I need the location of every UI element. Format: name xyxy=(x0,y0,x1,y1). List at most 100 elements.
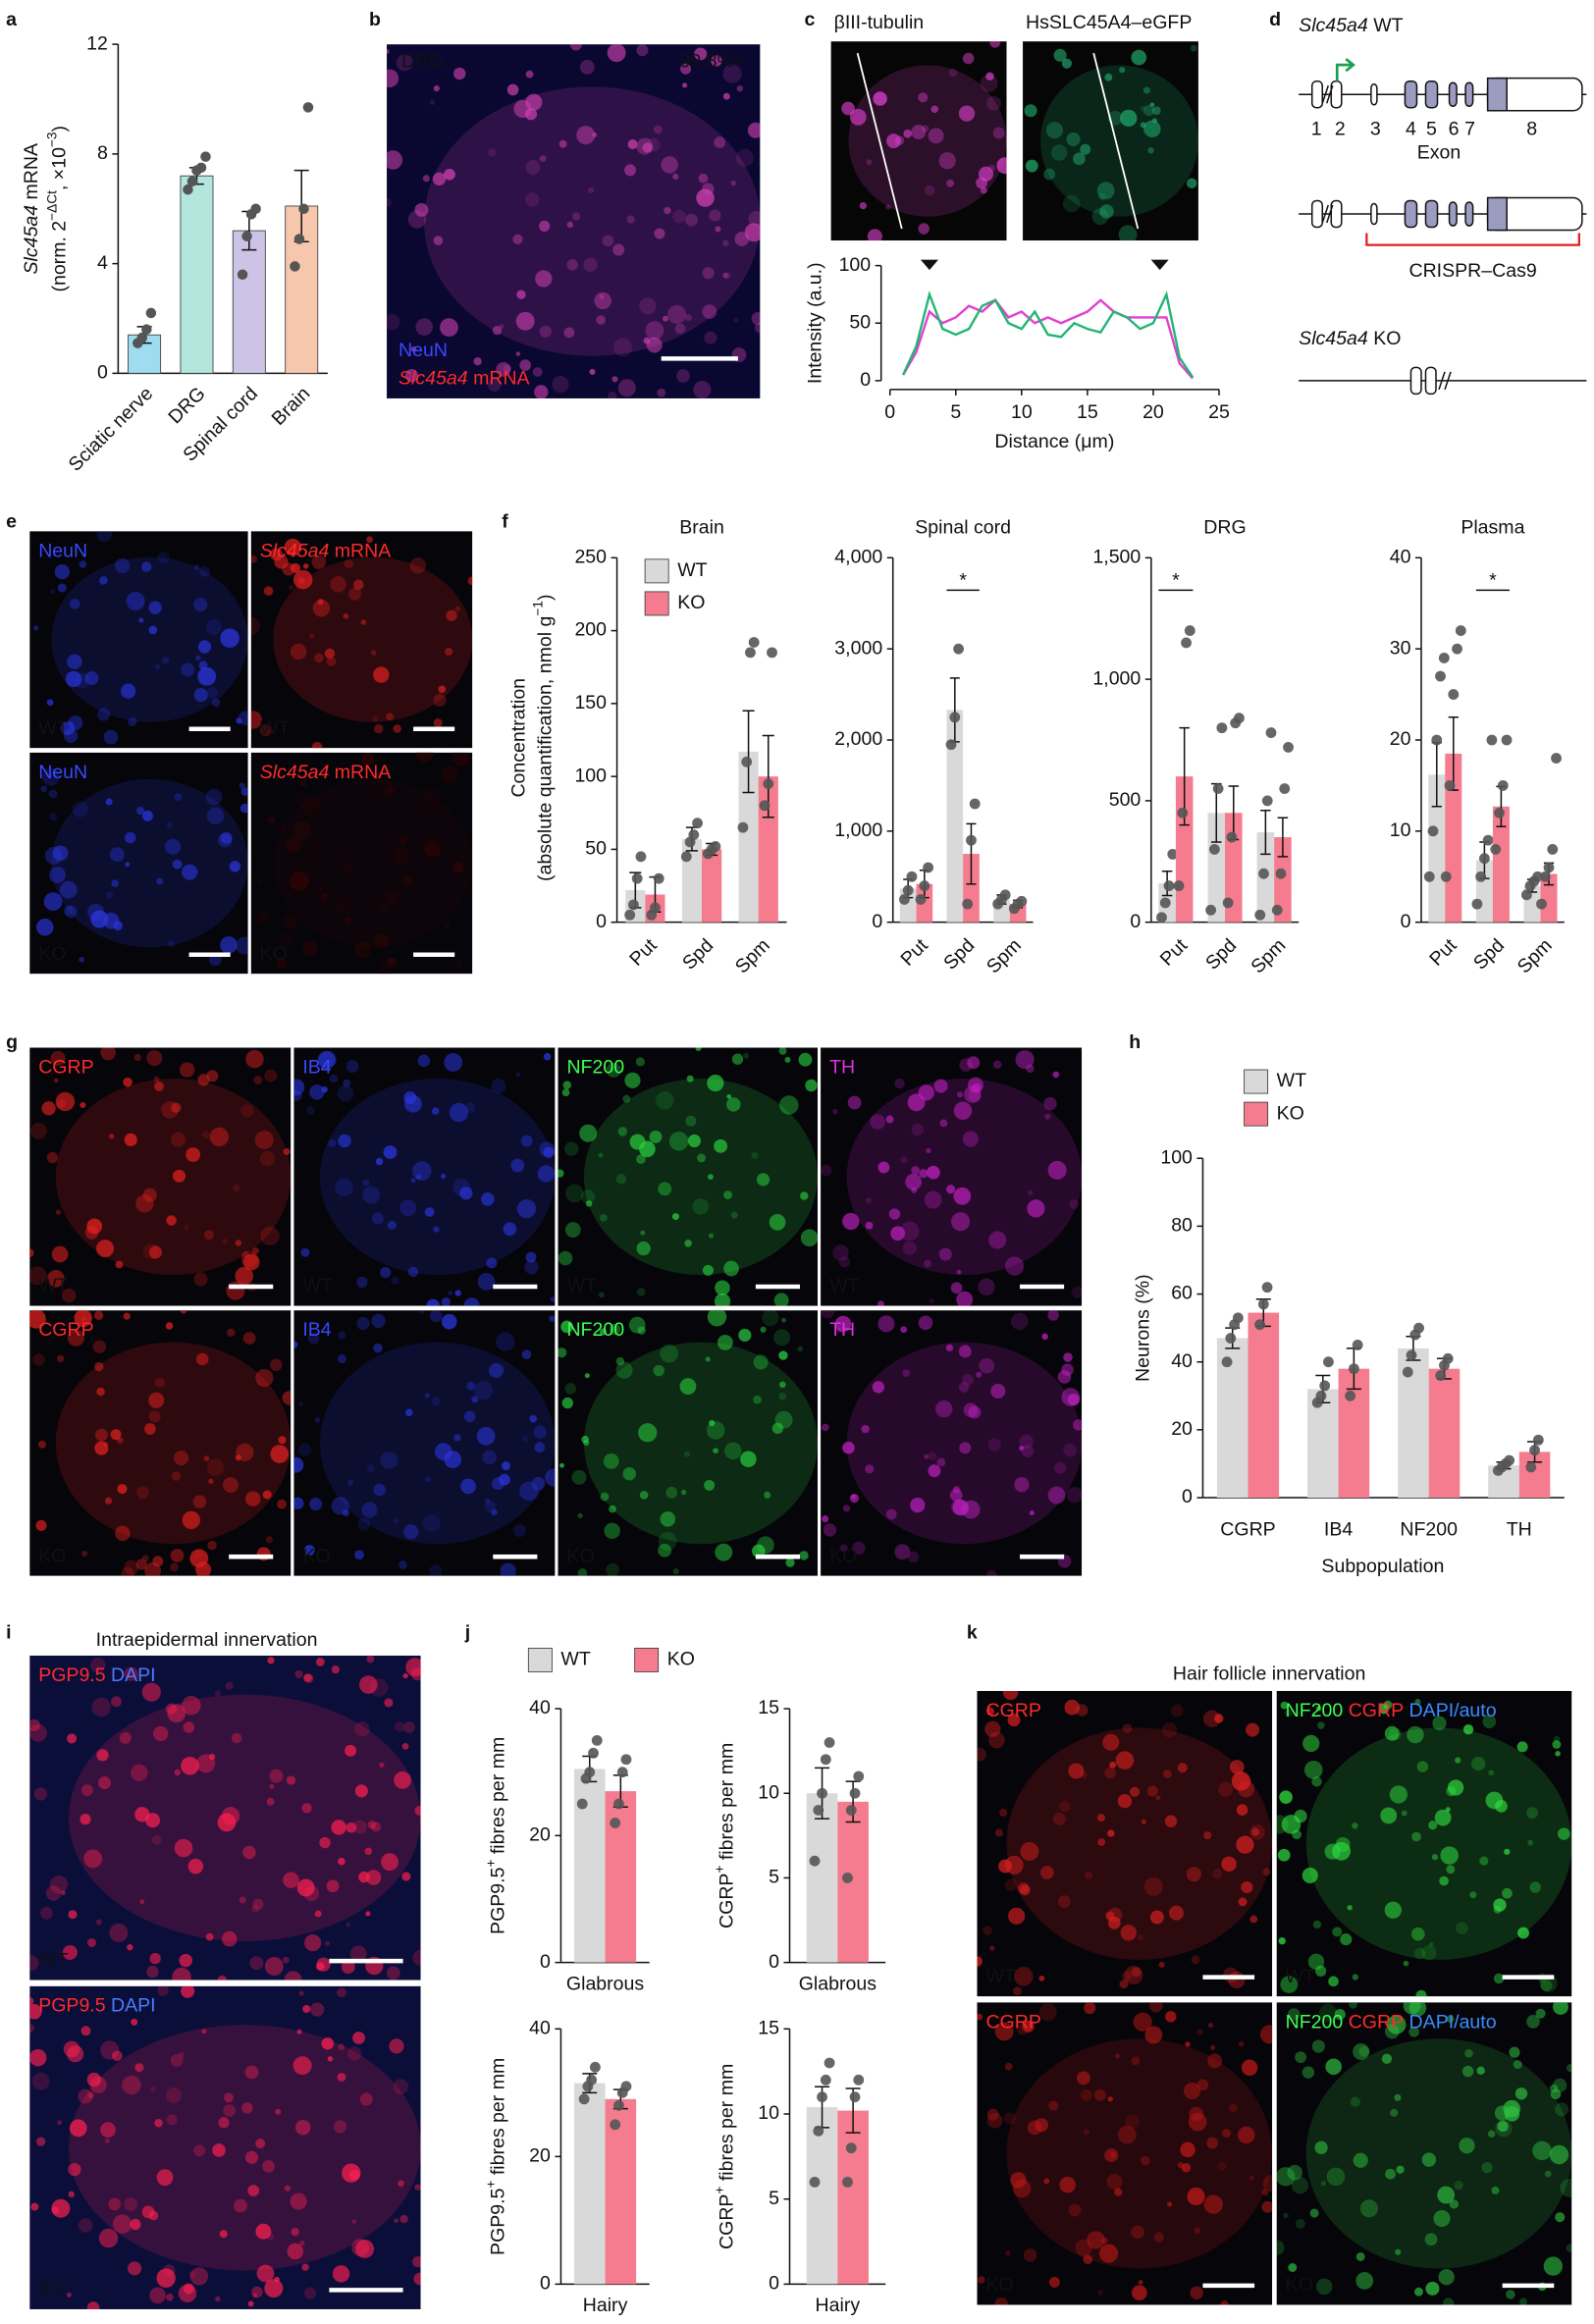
micrograph-cell xyxy=(338,2043,345,2050)
micrograph-cell xyxy=(558,1169,564,1178)
micrograph-cell xyxy=(402,1672,408,1679)
bar xyxy=(758,776,778,923)
micrograph-cell xyxy=(444,923,451,929)
micrograph-cell xyxy=(43,892,63,911)
data-point xyxy=(1413,1322,1424,1334)
panel-letter: c xyxy=(805,9,816,30)
micrograph-cell xyxy=(290,2192,307,2210)
genotype-label: WT xyxy=(302,1275,332,1296)
genotype-label: KO xyxy=(38,943,66,965)
data-point xyxy=(183,184,193,195)
micrograph-cell xyxy=(667,304,687,324)
x-tick-label: 20 xyxy=(1142,401,1164,423)
exon-number: 6 xyxy=(1449,118,1460,139)
data-point xyxy=(1226,831,1238,843)
micrograph-cell xyxy=(307,1332,320,1345)
micrograph-cell xyxy=(111,1696,122,1708)
micrograph-cell xyxy=(67,1733,78,1744)
micrograph-cell xyxy=(119,1731,132,1744)
data-point xyxy=(1184,625,1196,637)
micrograph-cell xyxy=(328,1138,337,1147)
data-point xyxy=(578,2093,590,2105)
bar xyxy=(837,1801,869,1963)
micrograph-cell xyxy=(104,2138,110,2144)
micrograph-cell xyxy=(584,1373,590,1379)
micrograph-cell xyxy=(693,381,712,398)
micrograph-glow xyxy=(583,1079,819,1276)
micrograph-cell xyxy=(32,625,39,631)
micrograph-cell xyxy=(125,862,131,868)
micrograph-cell xyxy=(181,1757,199,1775)
y-tick-label: 40 xyxy=(529,2017,551,2038)
micrograph-cell xyxy=(184,1225,189,1231)
micrograph-cell xyxy=(1503,2099,1520,2118)
micrograph-cell xyxy=(290,643,307,660)
x-axis-label: Hairy xyxy=(816,2295,861,2316)
x-tick-label: Spd xyxy=(1469,934,1509,974)
micrograph-cell xyxy=(939,1119,948,1128)
micrograph-cell xyxy=(337,2073,346,2082)
data-point xyxy=(680,851,692,863)
x-tick-label: 25 xyxy=(1208,401,1230,423)
micrograph-cell xyxy=(1401,1810,1408,1817)
micrograph-cell xyxy=(154,1377,165,1388)
micrograph-cell xyxy=(936,1457,946,1467)
micrograph-cell xyxy=(709,209,721,222)
micrograph-cell xyxy=(577,1568,588,1576)
micrograph-cell xyxy=(114,557,131,574)
micrograph-cell xyxy=(1261,2189,1269,2196)
micrograph-cell xyxy=(579,60,595,75)
micrograph-cell xyxy=(317,599,324,606)
micrograph-cell xyxy=(576,126,596,145)
micrograph-cell xyxy=(599,294,605,299)
micrograph-cell xyxy=(193,564,200,570)
exon xyxy=(1404,199,1418,229)
micrograph-cell xyxy=(303,1885,320,1902)
micrograph-cell xyxy=(1446,2015,1455,2024)
micrograph-cell xyxy=(29,2029,32,2034)
micrograph-cell xyxy=(1203,1830,1212,1840)
x-tick-label: DRG xyxy=(164,383,209,428)
micrograph-cell xyxy=(438,685,447,694)
micrograph-cell xyxy=(441,1174,446,1180)
micrograph-cell xyxy=(747,122,761,138)
micrograph-cell xyxy=(672,173,679,180)
micrograph-cell xyxy=(331,1820,346,1835)
micrograph-cell xyxy=(78,2218,93,2233)
y-tick-label: 15 xyxy=(758,2017,779,2038)
micrograph-cell xyxy=(958,105,976,122)
micrograph-cell xyxy=(96,531,113,543)
micrograph-cell xyxy=(283,1147,291,1155)
micrograph-cell xyxy=(1038,2003,1057,2022)
micrograph-cell xyxy=(950,1212,971,1232)
micrograph-cell xyxy=(482,1450,497,1465)
micrograph-cell xyxy=(311,555,327,569)
data-point xyxy=(809,2176,821,2188)
data-point xyxy=(1254,1319,1265,1331)
data-point xyxy=(302,102,314,113)
exon xyxy=(1370,202,1378,226)
micrograph-cell xyxy=(152,1556,164,1567)
micrograph-cell xyxy=(433,236,444,245)
micrograph-cell xyxy=(1120,109,1138,128)
panel-letter: d xyxy=(1269,9,1281,30)
micrograph-cell xyxy=(492,1477,505,1491)
micrograph-cell xyxy=(968,1088,982,1102)
micrograph-cell xyxy=(432,172,447,186)
micrograph-cell xyxy=(1295,2051,1306,2064)
micrograph-cell xyxy=(1228,2103,1238,2113)
micrograph-cell xyxy=(1022,2020,1035,2033)
data-point xyxy=(820,2074,831,2086)
micrograph-cell xyxy=(365,1911,371,1917)
y-axis-label: PGP9.5+ fibres per mm xyxy=(483,2058,508,2255)
y-tick-label: 100 xyxy=(574,765,607,786)
micrograph-cell xyxy=(561,1397,573,1409)
micrograph-cell xyxy=(687,1134,701,1148)
micrograph-cell xyxy=(861,1424,870,1434)
micrograph-cell xyxy=(905,1173,923,1190)
micrograph-cell xyxy=(84,1226,99,1240)
micrograph-cell xyxy=(491,1079,506,1094)
micrograph-cell xyxy=(928,1297,935,1304)
micrograph-cell xyxy=(301,797,320,816)
y-tick-label: 4 xyxy=(97,252,108,274)
